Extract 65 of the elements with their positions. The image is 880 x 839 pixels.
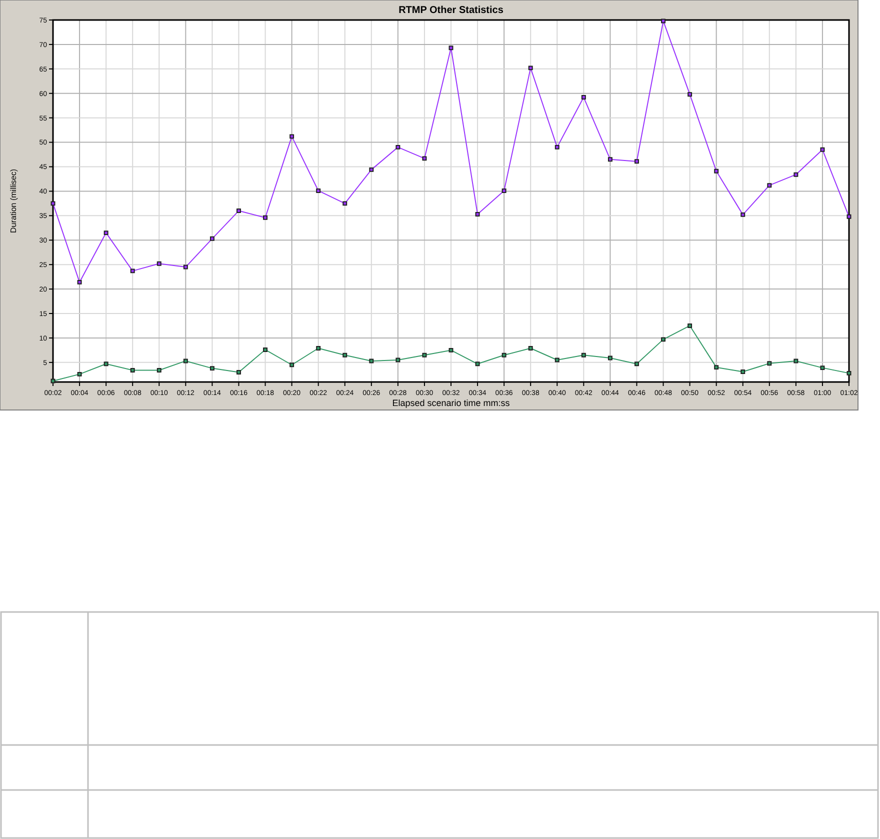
- point: [210, 236, 214, 241]
- y-axis-title: Duration (millisec): [9, 168, 18, 234]
- point: [634, 159, 639, 164]
- point: [688, 324, 692, 328]
- point: [740, 369, 746, 374]
- point: [396, 358, 400, 362]
- point: [661, 18, 666, 24]
- point: [342, 201, 348, 206]
- point: [634, 362, 639, 366]
- point: [422, 352, 427, 358]
- point: [448, 46, 454, 50]
- point: [290, 134, 294, 139]
- point: [290, 362, 294, 368]
- point: [608, 356, 612, 360]
- point: [846, 214, 852, 219]
- point: [342, 352, 348, 358]
- point: [422, 156, 427, 161]
- point: [502, 352, 506, 358]
- point: [369, 167, 374, 172]
- point: [554, 144, 560, 150]
- point: [661, 337, 666, 342]
- point: [183, 358, 188, 364]
- point: [77, 280, 82, 284]
- point: [156, 261, 162, 266]
- point: [714, 365, 719, 370]
- point: [316, 188, 321, 193]
- point: [475, 212, 480, 216]
- point: [130, 268, 135, 274]
- point: [767, 183, 772, 188]
- point: [104, 230, 108, 236]
- point: [50, 378, 56, 384]
- point: [502, 188, 506, 193]
- point: [236, 370, 241, 374]
- point: [581, 352, 586, 358]
- point: [528, 346, 533, 350]
- point: [263, 347, 268, 352]
- point: [369, 358, 374, 364]
- point: [316, 346, 321, 350]
- point: [104, 362, 108, 366]
- point: [156, 368, 162, 372]
- point: [263, 215, 268, 220]
- point: [820, 147, 825, 152]
- point: [767, 361, 772, 366]
- point: [236, 208, 241, 214]
- point: [210, 366, 214, 371]
- point: [608, 157, 612, 162]
- point: [396, 144, 400, 150]
- point: [77, 372, 82, 376]
- point: [794, 172, 798, 177]
- point: [846, 370, 852, 376]
- point: [820, 366, 825, 370]
- x-axis-title: Elapsed scenario time mm:ss: [392, 398, 510, 408]
- point: [740, 212, 746, 217]
- point: [528, 66, 533, 70]
- point: [183, 264, 188, 270]
- point: [794, 358, 798, 364]
- point: [130, 368, 135, 372]
- point: [688, 92, 692, 97]
- point: [448, 348, 454, 352]
- point: [475, 362, 480, 366]
- point: [50, 201, 56, 206]
- point: [714, 168, 719, 174]
- chart-title: RTMP Other Statistics: [398, 5, 504, 16]
- point: [554, 358, 560, 362]
- point: [581, 95, 586, 100]
